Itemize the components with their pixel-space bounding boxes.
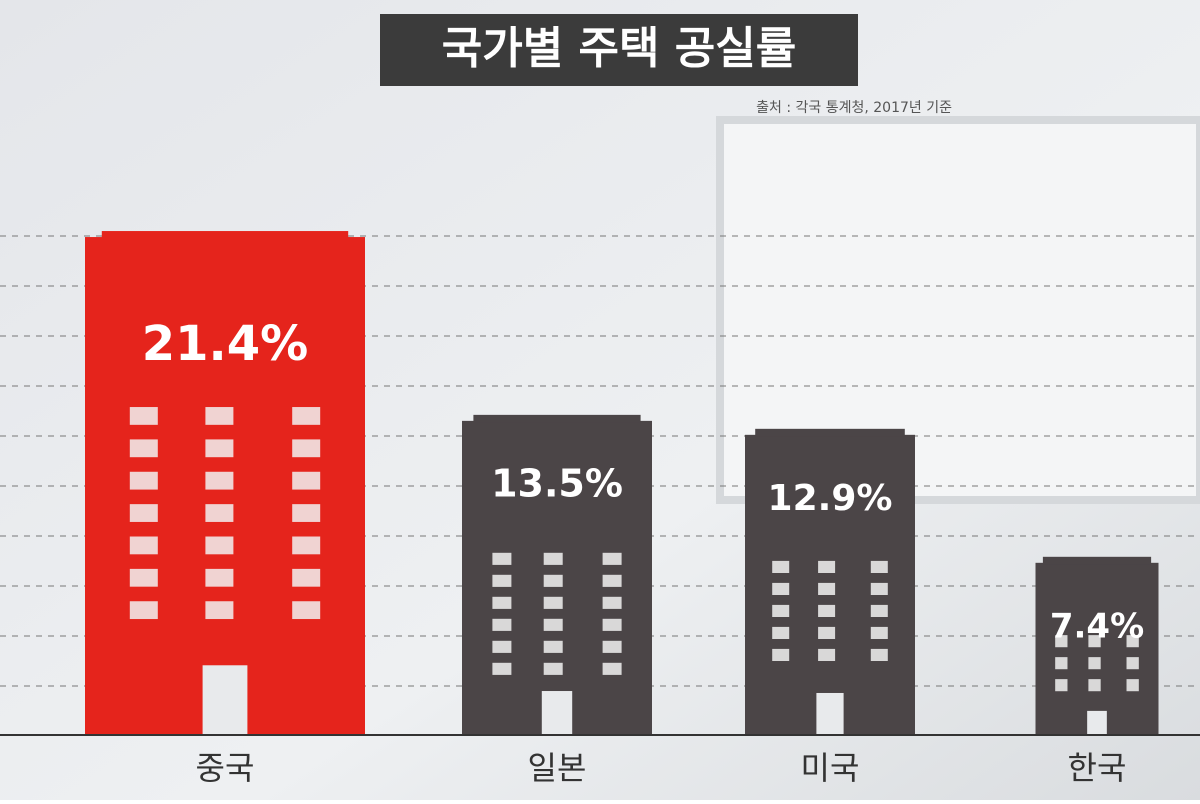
window [543,574,563,587]
door [202,665,248,735]
roof [473,414,641,423]
window [602,662,622,675]
source: 출처 : 각국 통계청, 2017년 기준 [756,100,952,116]
value-label: 21.4% [142,316,309,372]
window [1126,635,1139,648]
window [818,626,836,639]
window [492,574,512,587]
window [772,626,790,639]
window [772,560,790,573]
window [205,439,234,458]
roof [1042,556,1152,565]
window [205,536,234,555]
window [543,640,563,653]
window [205,568,234,587]
value-label: 13.5% [491,461,623,505]
window [1055,657,1068,670]
window [870,648,888,661]
window [1055,679,1068,692]
window [129,601,158,620]
door [541,691,573,735]
window [818,648,836,661]
x-tick-label: 일본 [528,749,587,787]
roof [755,428,905,437]
window [492,662,512,675]
window [818,560,836,573]
x-tick-label: 미국 [801,749,860,787]
window [1088,679,1101,692]
window [205,504,234,522]
window [602,618,622,631]
window [870,560,888,573]
window [543,596,563,609]
window [543,618,563,631]
x-tick-label: 한국 [1068,749,1127,787]
door [816,692,844,735]
roof [101,231,349,240]
window [129,471,158,490]
window [292,407,321,425]
window [492,640,512,653]
window [292,536,321,555]
window [1088,635,1101,648]
window [129,568,158,587]
x-tick-label: 중국 [196,749,255,787]
window [129,504,158,522]
window [772,604,790,617]
window [292,568,321,587]
value-label: 7.4% [1050,606,1144,646]
door [1087,710,1107,735]
title-box [380,14,858,86]
window [818,582,836,595]
window [772,582,790,595]
window [205,471,234,490]
window [818,604,836,617]
window [870,582,888,595]
window [602,552,622,565]
window [870,626,888,639]
window [492,618,512,631]
window [492,552,512,565]
window [1126,679,1139,692]
window [543,662,563,675]
value-label: 12.9% [768,478,893,519]
window [205,601,234,620]
bar [1035,562,1159,735]
bars: 21.4% 중국 13.5% 일본 12.9% 미국 7.4% 한국 [85,231,1159,787]
window [129,439,158,458]
window [602,596,622,609]
window [772,648,790,661]
window [492,596,512,609]
window [1126,657,1139,670]
window [129,407,158,425]
chart-title: 국가별 주택 공실률 [442,23,796,74]
window [1088,657,1101,670]
window [292,439,321,458]
window [292,601,321,620]
window [205,407,234,425]
window [870,604,888,617]
window [602,574,622,587]
window [129,536,158,555]
window [292,471,321,490]
window [543,552,563,565]
window [602,640,622,653]
window [292,504,321,522]
window [1055,635,1068,648]
